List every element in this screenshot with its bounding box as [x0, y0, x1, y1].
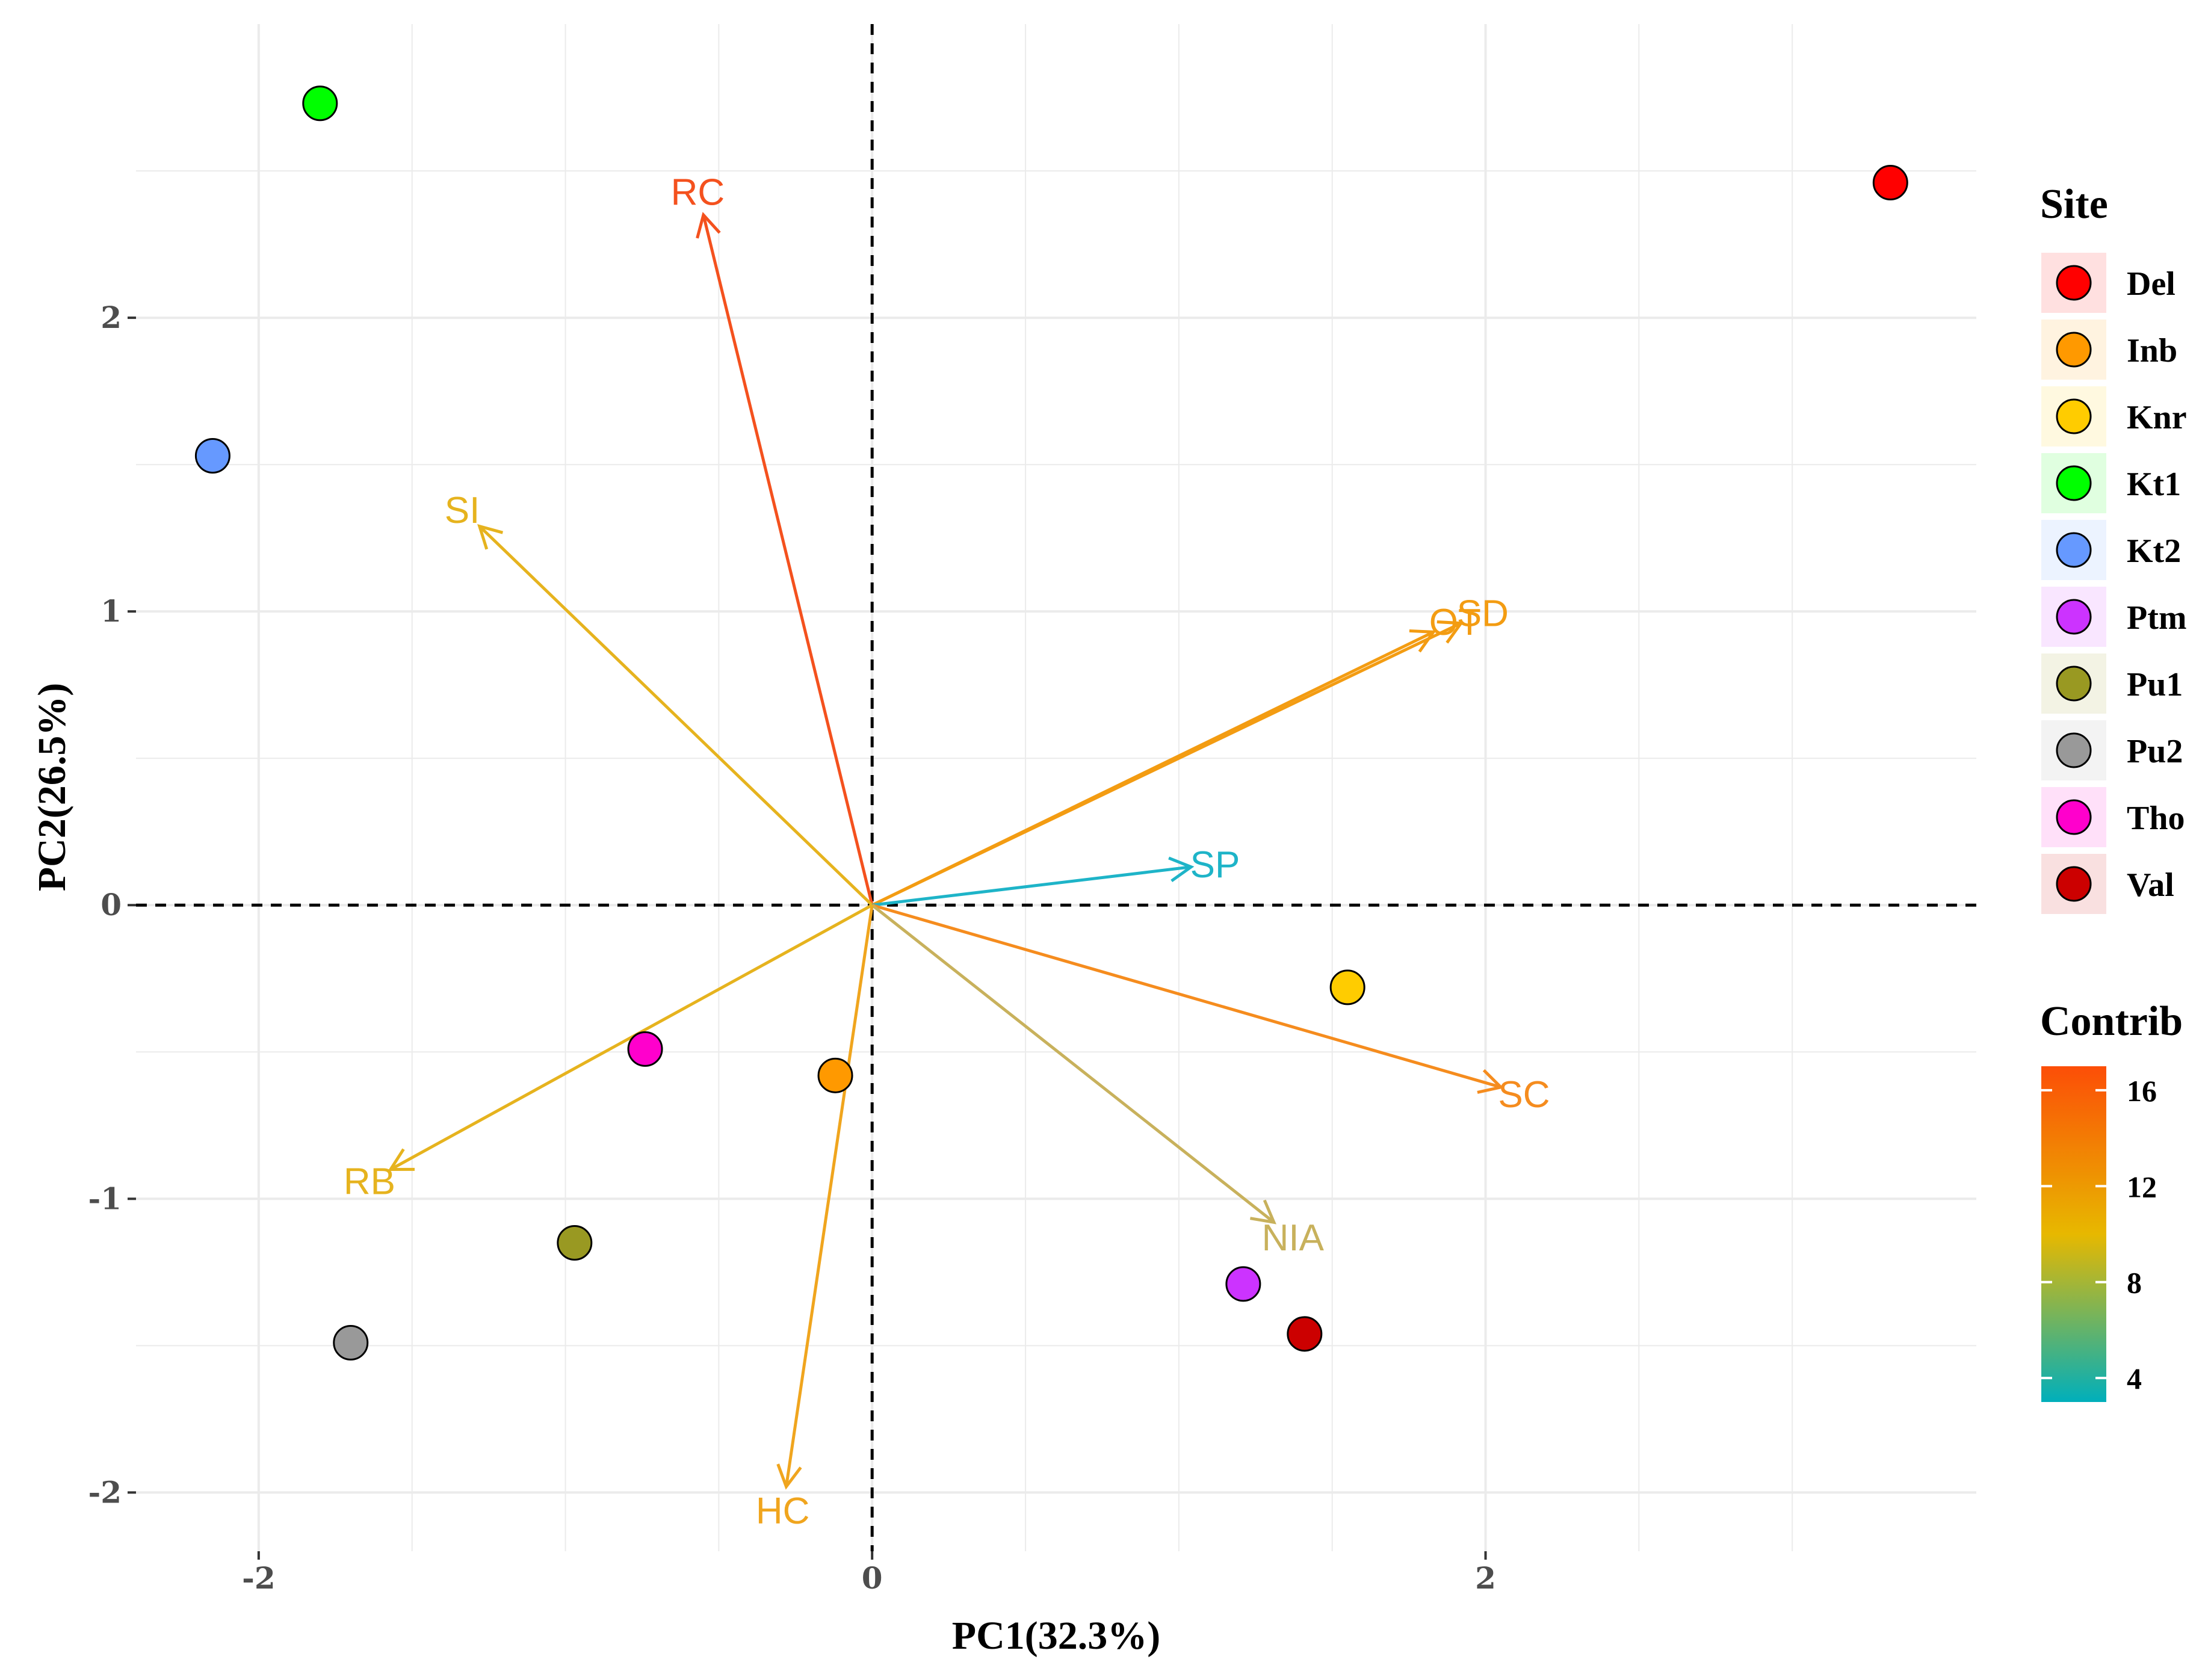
x-axis-title: PC1(32.3%)	[952, 1614, 1160, 1658]
legend-key-inb	[2056, 332, 2092, 368]
arrowhead-si	[477, 523, 504, 550]
point-pu2	[333, 1324, 369, 1360]
point-inb	[817, 1057, 853, 1093]
reference-lines	[136, 24, 1976, 1551]
arrowhead-hc	[776, 1463, 802, 1490]
x-tick-label: 0	[862, 1560, 883, 1596]
colorbar-tick-label: 8	[2127, 1266, 2142, 1300]
arrowhead-nia	[1250, 1199, 1276, 1224]
legend-key-val	[2056, 866, 2092, 902]
point-pu1	[557, 1225, 593, 1261]
y-tick-label: -1	[88, 1181, 122, 1216]
point-ptm	[1225, 1266, 1261, 1302]
legend-key-pu2	[2056, 732, 2092, 768]
x-tick-label: 2	[1475, 1560, 1496, 1596]
variable-label-rc: RC	[671, 171, 725, 213]
legend-key-knr	[2056, 398, 2092, 434]
legend-label-pu1: Pu1	[2127, 666, 2183, 703]
point-tho	[627, 1031, 663, 1067]
variable-label-nia: NIA	[1262, 1217, 1325, 1259]
arrowhead-rb	[388, 1148, 415, 1172]
arrow-nia	[871, 904, 1275, 1224]
x-tick-label: -2	[242, 1560, 276, 1596]
legend-label-knr: Knr	[2127, 399, 2187, 436]
y-axis-title: PC2(26.5%)	[30, 683, 74, 891]
y-tick-label: -2	[88, 1474, 122, 1510]
colorbar-tick-label: 4	[2127, 1362, 2142, 1395]
variable-label-si: SI	[445, 490, 480, 531]
y-tick-label: 2	[100, 300, 122, 335]
legend-label-ptm: Ptm	[2127, 599, 2187, 637]
legend-key-tho	[2056, 799, 2092, 835]
arrowhead-sp	[1168, 856, 1195, 883]
y-tick-label: 0	[100, 887, 122, 922]
point-val	[1287, 1316, 1323, 1352]
arrow-si	[478, 525, 873, 907]
legend-key-del	[2056, 265, 2092, 301]
colorbar-tick-label: 12	[2127, 1170, 2157, 1203]
grid-lines	[136, 24, 1976, 1551]
arrow-rc	[702, 214, 874, 906]
legend-label-inb: Inb	[2127, 332, 2177, 369]
variable-label-sp: SP	[1190, 844, 1240, 886]
arrowhead-rc	[696, 212, 721, 239]
legend-label-val: Val	[2127, 866, 2174, 904]
legend-label-kt2: Kt2	[2127, 533, 2181, 570]
arrow-sd	[871, 622, 1462, 907]
point-kt2	[194, 437, 230, 474]
legend-label-del: Del	[2127, 265, 2175, 303]
arrow-sc	[871, 903, 1501, 1089]
legend-key-ptm	[2056, 599, 2092, 635]
arrow-sp	[871, 865, 1192, 907]
legend-label-tho: Tho	[2127, 800, 2185, 837]
contrib-colorbar	[2041, 1066, 2106, 1402]
colorbar-tick-label: 16	[2127, 1074, 2157, 1108]
legend-site: Site Del Inb Knr Kt1 Kt2 Ptm Pu1 Pu2 Tho Val	[2040, 181, 2187, 914]
site-points	[194, 85, 1908, 1360]
legend-key-kt1	[2056, 465, 2092, 501]
y-tick-label: 1	[100, 593, 122, 629]
legend-site-title: Site	[2040, 181, 2108, 227]
legend-contrib-title: Contrib	[2040, 998, 2183, 1045]
variable-label-sc: SC	[1498, 1074, 1550, 1116]
point-knr	[1329, 969, 1365, 1005]
arrowhead-sc	[1477, 1069, 1504, 1094]
variable-label-rb: RB	[344, 1161, 395, 1203]
legend-contrib: Contrib 16 12 8 4	[2040, 998, 2183, 1402]
legend-key-kt2	[2056, 532, 2092, 568]
point-del	[1872, 165, 1908, 201]
point-kt1	[302, 85, 338, 122]
legend-label-kt1: Kt1	[2127, 466, 2181, 503]
arrow-rb	[389, 904, 873, 1171]
arrow-hc	[785, 904, 874, 1487]
axes: -2 0 2 -2 -1 0 1 2	[88, 300, 1495, 1596]
variable-label-sd: SD	[1457, 593, 1509, 634]
arrowhead-ot	[1409, 629, 1436, 653]
legend-label-pu2: Pu2	[2127, 733, 2183, 770]
arrowhead-sd	[1436, 620, 1464, 644]
legend-key-pu1	[2056, 666, 2092, 702]
variable-label-hc: HC	[756, 1490, 810, 1532]
